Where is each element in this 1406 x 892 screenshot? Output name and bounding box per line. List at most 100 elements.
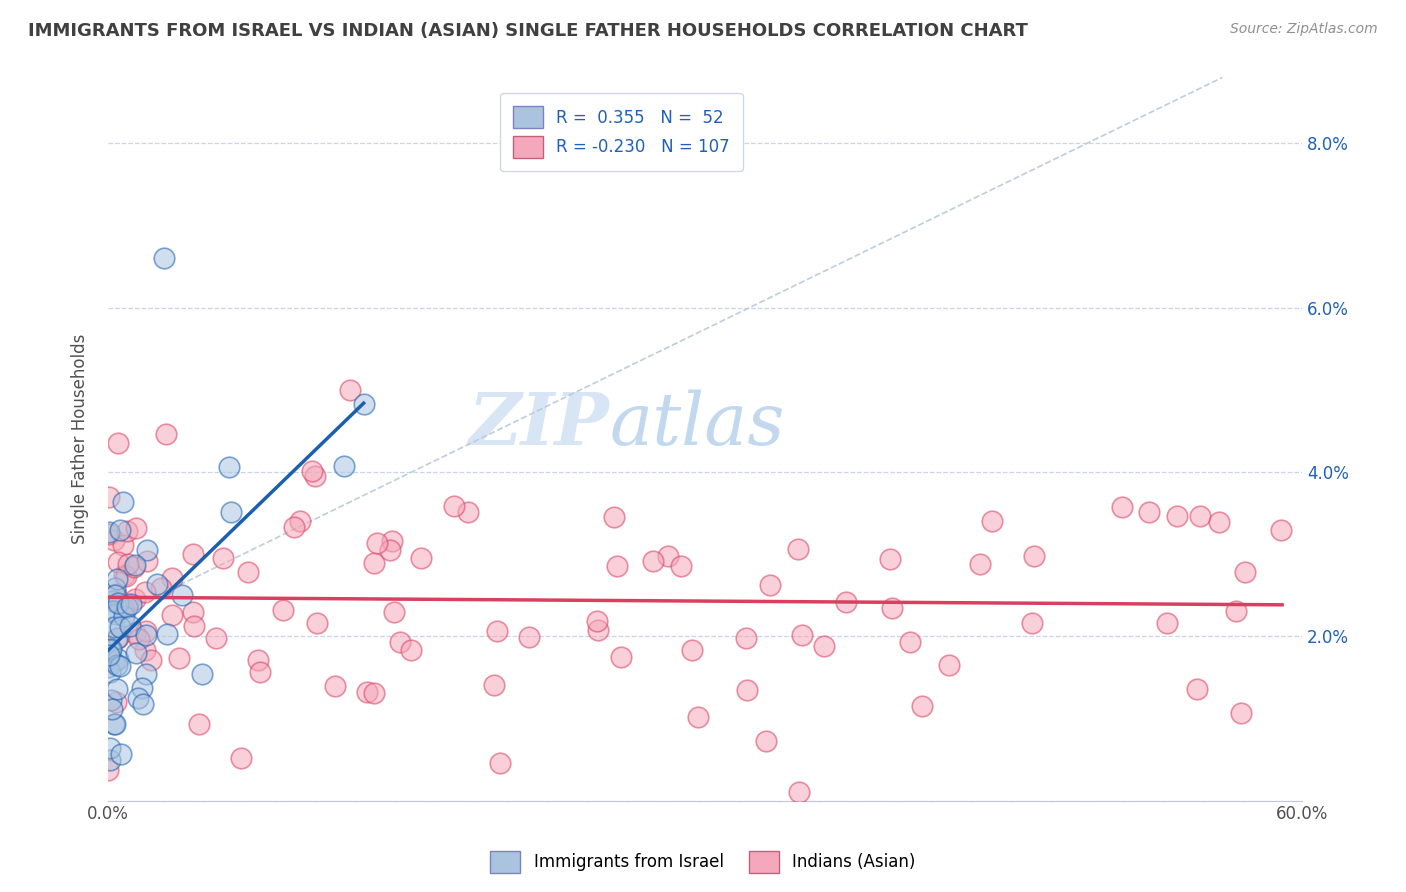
Point: [108, 593, 131, 607]
Point: [104, 581, 127, 595]
Point: [110, 747, 132, 762]
Point: [112, 495, 135, 509]
Point: [112, 567, 135, 582]
Point: [156, 627, 179, 641]
Point: [98, 665, 121, 679]
Point: [127, 691, 149, 706]
Point: [108, 620, 131, 634]
Point: [755, 734, 778, 748]
Point: [212, 550, 235, 565]
Point: [135, 543, 157, 558]
Point: [128, 632, 150, 646]
Point: [108, 659, 131, 673]
Point: [381, 533, 404, 548]
Point: [103, 717, 125, 731]
Point: [218, 459, 240, 474]
Point: [246, 653, 269, 667]
Point: [100, 693, 122, 707]
Point: [98, 753, 121, 767]
Point: [105, 572, 128, 586]
Point: [236, 565, 259, 579]
Point: [103, 533, 125, 547]
Point: [104, 587, 127, 601]
Point: [602, 510, 624, 524]
Point: [105, 607, 128, 621]
Point: [124, 592, 146, 607]
Point: [1166, 509, 1188, 524]
Point: [301, 465, 323, 479]
Point: [879, 552, 901, 566]
Point: [363, 685, 385, 699]
Point: [117, 597, 139, 611]
Point: [135, 667, 157, 681]
Point: [938, 657, 960, 672]
Point: [735, 631, 758, 645]
Point: [97, 527, 120, 541]
Point: [1156, 616, 1178, 631]
Point: [585, 615, 607, 629]
Point: [146, 577, 169, 591]
Point: [97, 659, 120, 673]
Point: [124, 558, 146, 573]
Point: [735, 683, 758, 698]
Point: [120, 597, 142, 611]
Point: [160, 571, 183, 585]
Point: [399, 643, 422, 657]
Point: [141, 653, 163, 667]
Legend: R =  0.355   N =  52, R = -0.230   N = 107: R = 0.355 N = 52, R = -0.230 N = 107: [499, 93, 744, 171]
Point: [122, 560, 145, 574]
Point: [188, 717, 211, 731]
Point: [786, 541, 808, 556]
Point: [1189, 509, 1212, 524]
Point: [97, 764, 120, 778]
Point: [681, 643, 703, 657]
Point: [323, 679, 346, 693]
Point: [149, 581, 172, 595]
Point: [181, 605, 204, 619]
Point: [1021, 616, 1043, 631]
Point: [443, 499, 465, 513]
Point: [409, 551, 432, 566]
Point: [980, 514, 1002, 528]
Point: [134, 643, 156, 657]
Point: [517, 630, 540, 644]
Point: [204, 631, 226, 645]
Point: [366, 536, 388, 550]
Point: [118, 618, 141, 632]
Point: [125, 646, 148, 660]
Point: [167, 651, 190, 665]
Point: [686, 710, 709, 724]
Point: [117, 524, 139, 538]
Point: [155, 426, 177, 441]
Legend: Immigrants from Israel, Indians (Asian): Immigrants from Israel, Indians (Asian): [484, 845, 922, 880]
Point: [610, 650, 633, 665]
Point: [98, 741, 121, 756]
Text: ZIP: ZIP: [468, 389, 609, 460]
Point: [586, 623, 609, 637]
Point: [97, 524, 120, 539]
Point: [104, 695, 127, 709]
Point: [669, 558, 692, 573]
Point: [304, 469, 326, 483]
Point: [103, 655, 125, 669]
Point: [1233, 565, 1256, 579]
Point: [1187, 682, 1209, 697]
Point: [110, 599, 132, 614]
Point: [835, 595, 858, 609]
Point: [172, 588, 194, 602]
Point: [103, 620, 125, 634]
Point: [488, 756, 510, 770]
Y-axis label: Single Father Households: Single Father Households: [72, 334, 89, 544]
Point: [152, 252, 174, 266]
Point: [111, 538, 134, 552]
Point: [900, 635, 922, 649]
Point: [1208, 515, 1230, 529]
Point: [100, 593, 122, 607]
Point: [97, 648, 120, 662]
Point: [219, 505, 242, 519]
Point: [107, 555, 129, 569]
Point: [1225, 604, 1247, 618]
Point: [97, 490, 120, 504]
Point: [389, 634, 412, 648]
Point: [191, 667, 214, 681]
